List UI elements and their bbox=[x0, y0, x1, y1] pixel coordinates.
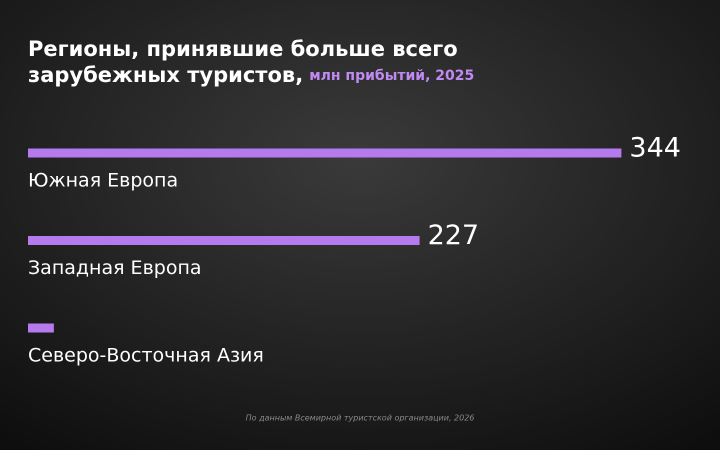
category-label: Западная Европа bbox=[28, 257, 202, 279]
chart-title: Регионы, принявшие больше всего зарубежны… bbox=[28, 37, 458, 87]
category-label: Северо-Восточная Азия bbox=[28, 345, 264, 367]
bar bbox=[28, 148, 622, 158]
category-label: Южная Европа bbox=[28, 170, 178, 192]
chart-subtitle: млн прибытий, 2025 bbox=[309, 68, 474, 84]
source-note: По данным Всемирной туристской организац… bbox=[246, 414, 475, 423]
value-label: 344 bbox=[629, 133, 681, 164]
bar bbox=[28, 236, 420, 245]
bar bbox=[28, 323, 54, 333]
value-label: 227 bbox=[428, 220, 480, 251]
